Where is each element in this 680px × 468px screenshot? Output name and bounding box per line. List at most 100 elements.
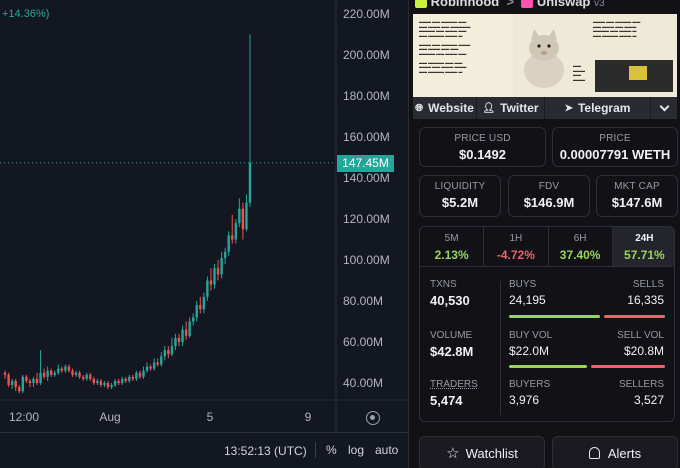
tab-6h-label: 6H bbox=[573, 233, 587, 244]
time-axis-tick: 9 bbox=[305, 410, 312, 424]
candle-body bbox=[213, 268, 216, 285]
log-scale-button[interactable]: log bbox=[348, 443, 365, 457]
price-axis-tick: 40.00M bbox=[343, 376, 383, 390]
candle-body bbox=[135, 372, 138, 379]
utc-clock: 13:52:13 (UTC) bbox=[224, 444, 307, 458]
alerts-button[interactable]: Alerts bbox=[552, 436, 678, 468]
candle-body bbox=[89, 374, 92, 379]
candle-body bbox=[202, 296, 206, 310]
market-cap-label: MKT CAP bbox=[614, 181, 660, 192]
price-usd-value: $0.1492 bbox=[459, 147, 506, 162]
candle-body bbox=[223, 251, 227, 258]
settings-icon[interactable] bbox=[366, 411, 380, 425]
buy-volume-ratio-bar bbox=[509, 365, 588, 368]
sellers-stat: SELLERS 3,527 bbox=[619, 379, 664, 407]
time-axis-tick: Aug bbox=[99, 410, 120, 424]
dex-name: Uniswap bbox=[536, 0, 591, 9]
candle-body bbox=[142, 370, 145, 377]
person-icon: 👤︎ bbox=[482, 102, 496, 114]
timeframe-tabs: 5M 2.13% 1H -4.72% 6H 37.40% 24H 57.71% bbox=[420, 227, 674, 267]
transaction-stats: 5M 2.13% 1H -4.72% 6H 37.40% 24H 57.71% … bbox=[419, 226, 675, 422]
traders-stat: TRADERS 5,474 bbox=[430, 379, 478, 408]
candle-body bbox=[248, 162, 252, 203]
tab-24h-label: 24H bbox=[635, 233, 654, 244]
candle-body bbox=[131, 376, 135, 379]
price-axis-tick: 200.00M bbox=[343, 48, 390, 62]
sells-value: 16,335 bbox=[627, 293, 664, 307]
candle-body bbox=[138, 372, 142, 377]
candle-body bbox=[152, 362, 156, 369]
candle-body bbox=[18, 387, 21, 392]
twitter-link[interactable]: 👤︎ Twitter bbox=[477, 97, 545, 119]
chart-bottom-toolbar: 13:52:13 (UTC) % log auto bbox=[0, 432, 408, 468]
watchlist-label: Watchlist bbox=[465, 445, 518, 461]
tab-1h[interactable]: 1H -4.72% bbox=[484, 227, 549, 266]
candle-body bbox=[188, 321, 191, 336]
candle-body bbox=[78, 372, 81, 377]
tab-6h[interactable]: 6H 37.40% bbox=[549, 227, 613, 266]
percent-scale-button[interactable]: % bbox=[326, 443, 337, 457]
price-chart[interactable]: 220.00M 200.00M 180.00M 160.00M 140.00M 120.0… bbox=[0, 0, 408, 468]
candle-body bbox=[39, 372, 42, 383]
liquidity-card: LIQUIDITY $5.2M bbox=[419, 175, 501, 217]
watchlist-button[interactable]: ☆ Watchlist bbox=[419, 436, 545, 468]
sells-ratio-bar bbox=[603, 315, 665, 318]
candle-body bbox=[234, 223, 237, 240]
candle-body bbox=[67, 366, 71, 371]
sellers-label: SELLERS bbox=[618, 379, 664, 390]
candle-body bbox=[220, 257, 223, 275]
volume-label: VOLUME bbox=[430, 330, 473, 341]
sell-volume-label: SELL VOL bbox=[617, 330, 664, 341]
candle-body bbox=[113, 380, 117, 386]
tab-5m[interactable]: 5M 2.13% bbox=[420, 227, 485, 266]
candle-body bbox=[25, 376, 28, 381]
price-axis-tick: 120.00M bbox=[343, 212, 390, 226]
sell-volume-value: $20.8M bbox=[623, 344, 664, 358]
candlestick-plot[interactable]: 220.00M 200.00M 180.00M 160.00M 140.00M 120.0… bbox=[0, 0, 408, 432]
globe-icon: 🌐︎ bbox=[415, 102, 424, 114]
price-axis-tick: 100.00M bbox=[343, 253, 390, 267]
candle-body bbox=[227, 235, 230, 252]
candle-body bbox=[35, 378, 39, 383]
more-links-button[interactable] bbox=[651, 97, 677, 119]
auto-scale-button[interactable]: auto bbox=[375, 443, 399, 457]
traders-value: 5,474 bbox=[430, 393, 463, 408]
banner-photo bbox=[595, 60, 673, 92]
alerts-label: Alerts bbox=[607, 445, 642, 461]
fdv-label: FDV bbox=[538, 181, 560, 192]
buyers-stat: BUYERS 3,976 bbox=[509, 379, 550, 407]
fdv-value: $146.9M bbox=[523, 195, 575, 210]
telegram-link[interactable]: ➤ Telegram bbox=[545, 97, 651, 119]
candle-body bbox=[231, 235, 234, 240]
sell-volume-stat: SELL VOL $20.8M bbox=[617, 330, 664, 358]
candle-body bbox=[53, 372, 56, 375]
candle-body bbox=[149, 366, 152, 369]
candle-body bbox=[241, 208, 245, 230]
price-native-label: PRICE bbox=[599, 133, 631, 144]
chain-name: Robinhood bbox=[430, 0, 500, 9]
social-links-bar: 🌐︎ Website 👤︎ Twitter ➤ Telegram bbox=[413, 97, 677, 119]
candle-body bbox=[163, 350, 166, 357]
candle-body bbox=[106, 383, 110, 388]
candle-body bbox=[99, 380, 103, 386]
candle-body bbox=[7, 374, 10, 386]
traders-label: TRADERS bbox=[430, 379, 478, 390]
tab-5m-change: 2.13% bbox=[434, 248, 469, 262]
candle-body bbox=[181, 329, 184, 342]
candle-body bbox=[81, 376, 85, 379]
candle-body bbox=[174, 337, 177, 347]
candle-body bbox=[50, 370, 53, 375]
bell-icon bbox=[588, 447, 600, 459]
robinhood-icon bbox=[415, 0, 427, 8]
buyers-value: 3,976 bbox=[509, 393, 540, 407]
website-link[interactable]: 🌐︎ Website bbox=[413, 97, 477, 119]
txns-stat: TXNS 40,530 bbox=[430, 279, 470, 308]
liquidity-value: $5.2M bbox=[441, 195, 479, 210]
candle-body bbox=[245, 202, 248, 230]
tab-24h[interactable]: 24H 57.71% bbox=[612, 227, 674, 266]
candle-body bbox=[206, 280, 209, 297]
candle-body bbox=[199, 305, 202, 310]
candle-body bbox=[64, 366, 67, 371]
price-axis-tick: 60.00M bbox=[343, 335, 383, 349]
candle-body bbox=[184, 329, 188, 336]
